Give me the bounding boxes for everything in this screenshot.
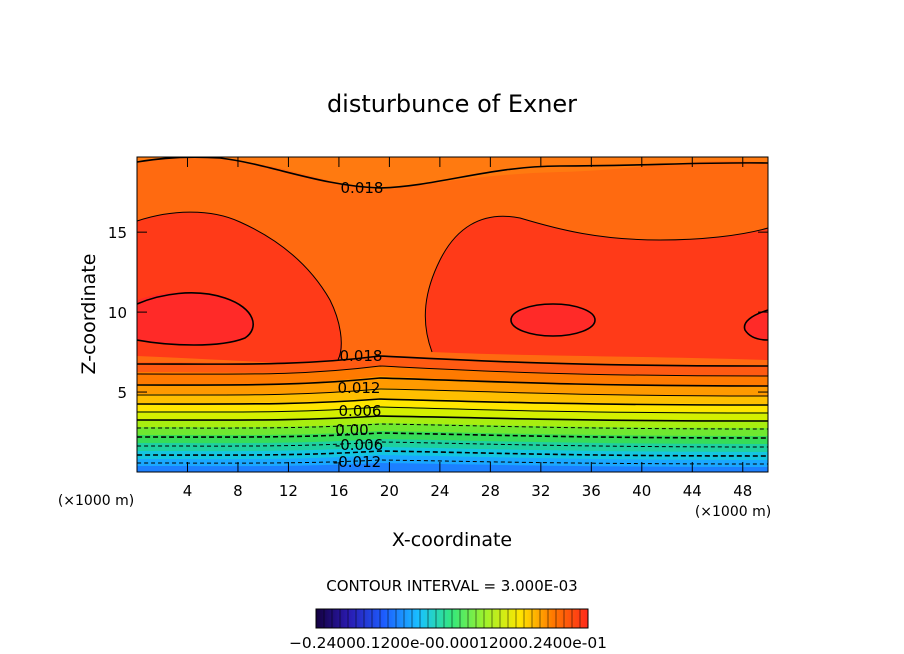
contour-line-009	[137, 388, 768, 397]
x-tick-label: 40	[632, 482, 651, 500]
contour-line-core-left	[137, 292, 254, 346]
contour-line-neg015	[137, 459, 768, 465]
contour-line-015	[137, 365, 768, 377]
field-core-edge	[744, 310, 768, 340]
contour-line-core-edge	[743, 309, 768, 341]
contour-line-upper	[137, 211, 342, 361]
x-tick-label: 4	[183, 482, 193, 500]
x-axis-label: X-coordinate	[392, 529, 512, 551]
x-axis-unit: (×1000 m)	[695, 504, 771, 520]
y-axis-unit: (×1000 m)	[58, 493, 134, 509]
field-core-left	[137, 292, 254, 345]
contour-label: -0.012	[333, 453, 381, 471]
plot-frame	[136, 156, 769, 473]
contour-label: 0.018	[341, 179, 384, 197]
chart-title: disturbunce of Exner	[327, 90, 577, 118]
contour-lines	[137, 157, 768, 465]
x-tick-label: 28	[481, 482, 500, 500]
contour-line-000	[137, 415, 768, 422]
x-axis: 4 8 12 16 20 24 28 32 36 40 44 48	[183, 157, 752, 500]
x-tick-label: 24	[430, 482, 449, 500]
field-band-13	[137, 463, 768, 472]
field-red-right	[425, 216, 768, 360]
contour-line-neg003	[137, 423, 768, 430]
contour-line-upper-right	[424, 215, 768, 353]
colorbar: −0.24000.1200e-00.00012000.2400e-01	[289, 608, 607, 652]
contour-interval-text: CONTOUR INTERVAL = 3.000E-03	[326, 577, 577, 595]
x-tick-label: 12	[279, 482, 298, 500]
contour-label: 0.018	[340, 347, 383, 365]
contour-line-core-right	[510, 303, 596, 337]
y-tick-label: 15	[108, 224, 127, 242]
contour-label: 0.006	[339, 402, 382, 420]
x-tick-label: 44	[683, 482, 702, 500]
contour-line-003	[137, 406, 768, 414]
y-axis: 5 10 15	[108, 224, 768, 402]
contour-label: 0.012	[338, 379, 381, 397]
contour-line-006	[137, 398, 768, 406]
contour-label: -0.006	[335, 436, 383, 454]
y-axis-label: Z-coordinate	[78, 254, 100, 375]
contour-line-018-top	[137, 157, 768, 189]
contour-line-neg009	[137, 441, 768, 448]
x-tick-label: 20	[380, 482, 399, 500]
x-tick-label: 32	[531, 482, 550, 500]
contour-line-012	[137, 377, 768, 387]
colorbar-ticks	[323, 609, 581, 628]
x-tick-label: 36	[582, 482, 601, 500]
y-tick-label: 10	[108, 304, 127, 322]
field-core-right	[511, 304, 595, 336]
colorbar-labels: −0.24000.1200e-00.00012000.2400e-01	[289, 634, 607, 652]
x-tick-label: 48	[733, 482, 752, 500]
x-tick-label: 8	[233, 482, 243, 500]
x-tick-label: 16	[329, 482, 348, 500]
y-tick-label: 5	[117, 384, 127, 402]
contour-label: 0.00	[335, 421, 368, 439]
contour-line-018-mid	[137, 355, 768, 367]
